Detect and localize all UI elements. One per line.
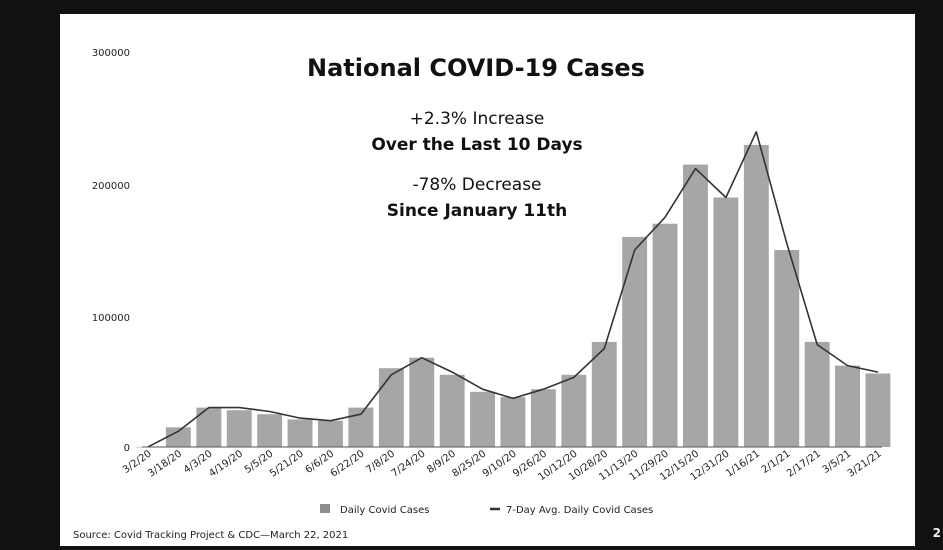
bar-daily-cases [470, 391, 495, 447]
x-tick-label: 4/19/20 [207, 448, 245, 479]
legend: Daily Covid Cases 7-Day Avg. Daily Covid… [320, 504, 653, 516]
bar-daily-cases [378, 368, 404, 447]
bar-daily-cases [683, 164, 708, 447]
bar-daily-cases [409, 357, 435, 447]
daily-cases-bars [135, 144, 891, 448]
bar-daily-cases [774, 250, 800, 447]
y-tick-label: 0 [124, 443, 130, 454]
bar-daily-cases [226, 410, 252, 447]
chart-title: National COVID-19 Cases [307, 54, 645, 82]
x-tick-label: 6/22/20 [329, 448, 367, 479]
y-tick-label: 200000 [92, 181, 130, 192]
bar-daily-cases [713, 197, 739, 447]
y-tick-label: 100000 [92, 313, 130, 324]
bar-daily-cases [530, 389, 556, 447]
annotation-increase-period: Over the Last 10 Days [371, 135, 582, 155]
x-tick-label: 5/21/20 [268, 448, 306, 479]
line-seven-day-average [147, 131, 879, 448]
bar-daily-cases [257, 414, 283, 447]
x-tick-label: 7/24/20 [390, 448, 428, 479]
x-tick-label: 3/21/21 [846, 448, 884, 479]
seven-day-average-line [147, 131, 879, 448]
bar-daily-cases [561, 374, 587, 447]
source-note: Source: Covid Tracking Project & CDC—Mar… [73, 530, 348, 541]
annotation-increase: +2.3% Increase [410, 109, 545, 129]
chart-panel [60, 14, 915, 546]
page-number: 2 [932, 526, 941, 540]
bar-daily-cases [287, 419, 313, 447]
bar-daily-cases [318, 420, 343, 447]
x-tick-label: 2/17/21 [785, 448, 823, 479]
bar-daily-cases [865, 373, 891, 447]
bar-daily-cases [591, 341, 617, 447]
bar-daily-cases [835, 365, 860, 447]
bar-daily-cases [652, 223, 678, 447]
x-tick-labels: 3/2/203/18/204/3/204/19/205/5/205/21/206… [121, 448, 884, 483]
annotation-decrease: -78% Decrease [412, 175, 541, 195]
x-tick-label: 8/25/20 [450, 448, 488, 479]
x-tick-label: 1/16/21 [724, 448, 762, 479]
legend-label-average: 7-Day Avg. Daily Covid Cases [506, 505, 653, 516]
x-tick-label: 3/18/20 [146, 448, 184, 479]
legend-swatch-daily [320, 504, 330, 513]
bar-daily-cases [165, 427, 191, 447]
annotation-decrease-period: Since January 11th [387, 201, 567, 221]
bar-daily-cases [439, 374, 465, 447]
legend-label-daily: Daily Covid Cases [340, 505, 430, 516]
y-tick-label: 300000 [92, 48, 130, 59]
bar-daily-cases [622, 236, 648, 447]
bar-daily-cases [804, 341, 830, 447]
x-tick-label: 9/10/20 [481, 448, 519, 479]
bar-daily-cases [743, 144, 769, 447]
bar-daily-cases [500, 397, 526, 447]
